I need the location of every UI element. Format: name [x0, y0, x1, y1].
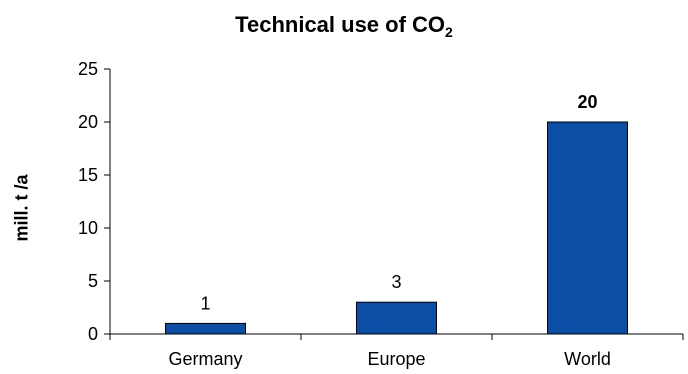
chart-title-text: Technical use of CO	[235, 12, 446, 37]
y-tick-label: 25	[78, 59, 98, 79]
bars	[165, 121, 628, 335]
chart-title: Technical use of CO2	[0, 12, 688, 40]
y-tick-label: 15	[78, 165, 98, 185]
y-tick-label: 0	[88, 324, 98, 344]
data-label-germany: 1	[200, 293, 210, 313]
y-tick-label: 20	[78, 112, 98, 132]
bar-world	[547, 121, 628, 335]
data-label-world: 20	[577, 92, 597, 112]
y-tick-label: 5	[88, 271, 98, 291]
x-tick-label-world: World	[564, 349, 611, 369]
bar-germany	[165, 322, 246, 335]
chart-title-subscript: 2	[445, 24, 453, 40]
data-label-europe: 3	[391, 272, 401, 292]
labels: 1 Germany 3 Europe 20 World	[168, 92, 610, 369]
x-tick-label-europe: Europe	[367, 349, 425, 369]
x-tick-label-germany: Germany	[168, 349, 242, 369]
bar-europe	[356, 301, 437, 335]
y-tick-label: 10	[78, 218, 98, 238]
